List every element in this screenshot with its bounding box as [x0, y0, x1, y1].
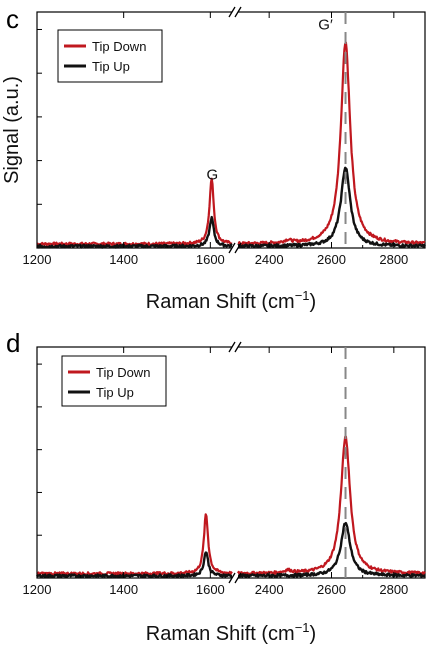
peak-label: G′ [318, 17, 333, 34]
x-tick-label: 1400 [109, 582, 138, 597]
chart-panel-d: d 1200 1400 1600 2400 2600 2800 Raman Shift (cm… [6, 328, 426, 645]
x-tick-label: 2600 [317, 582, 346, 597]
x-axis-title: Raman Shift (cm−1) [146, 288, 316, 313]
axis-break-gap [232, 575, 238, 581]
legend-entry: Tip Up [96, 385, 134, 400]
x-axis-title-sup: −1 [295, 288, 310, 303]
x-axis-title-sup: −1 [295, 620, 310, 635]
axis-break-mark [228, 572, 236, 584]
x-tick-label: 1400 [109, 252, 138, 267]
x-tick-label: 2800 [379, 582, 408, 597]
x-axis-title: Raman Shift (cm−1) [146, 620, 316, 645]
x-tick-label: 1600 [196, 582, 225, 597]
series-line-tip-down [36, 177, 233, 247]
x-tick-label: 2800 [379, 252, 408, 267]
series-line-tip-down [237, 41, 426, 246]
x-axis-title-end: ) [310, 623, 317, 645]
x-axis-title-main: Raman Shift (cm [146, 291, 295, 313]
axis-break-mark [234, 341, 242, 353]
chart-panel-c: c 1200 1400 1600 2400 2600 2800 Raman Shift (cm… [1, 4, 426, 313]
panel-letter: c [6, 4, 19, 34]
peak-label: G [206, 167, 218, 184]
legend-entry: Tip Down [96, 365, 150, 380]
legend-box [61, 355, 167, 407]
plot-frame [36, 11, 426, 249]
x-axis-title-main: Raman Shift (cm [146, 623, 295, 645]
series-line-tip-up [36, 551, 234, 579]
x-axis-title-end: ) [310, 291, 317, 313]
legend-box [57, 29, 163, 83]
axis-break-mark [228, 242, 236, 254]
x-tick-label: 2400 [255, 582, 284, 597]
axis-break-mark [234, 6, 242, 18]
legend-entry: Tip Up [92, 59, 130, 74]
x-tick-label: 1200 [23, 252, 52, 267]
axis-break-gap [232, 245, 238, 251]
x-tick-label: 1200 [23, 582, 52, 597]
axis-break-mark [228, 6, 236, 18]
x-tick-label: 1600 [196, 252, 225, 267]
axis-break-mark [234, 572, 242, 584]
panel-letter: d [6, 328, 20, 358]
series-line-tip-up [237, 166, 426, 249]
series-line-tip-up [36, 215, 234, 249]
axis-break-mark [228, 341, 236, 353]
x-tick-label: 2400 [255, 252, 284, 267]
plot-frame [36, 346, 426, 579]
axis-break-gap [232, 9, 238, 15]
y-axis-title: Signal (a.u.) [1, 76, 23, 184]
series-line-tip-up [237, 521, 426, 578]
axis-break-mark [234, 242, 242, 254]
series-line-tip-down [237, 435, 426, 576]
legend-entry: Tip Down [92, 39, 146, 54]
x-tick-label: 2600 [317, 252, 346, 267]
axis-break-gap [232, 344, 238, 350]
